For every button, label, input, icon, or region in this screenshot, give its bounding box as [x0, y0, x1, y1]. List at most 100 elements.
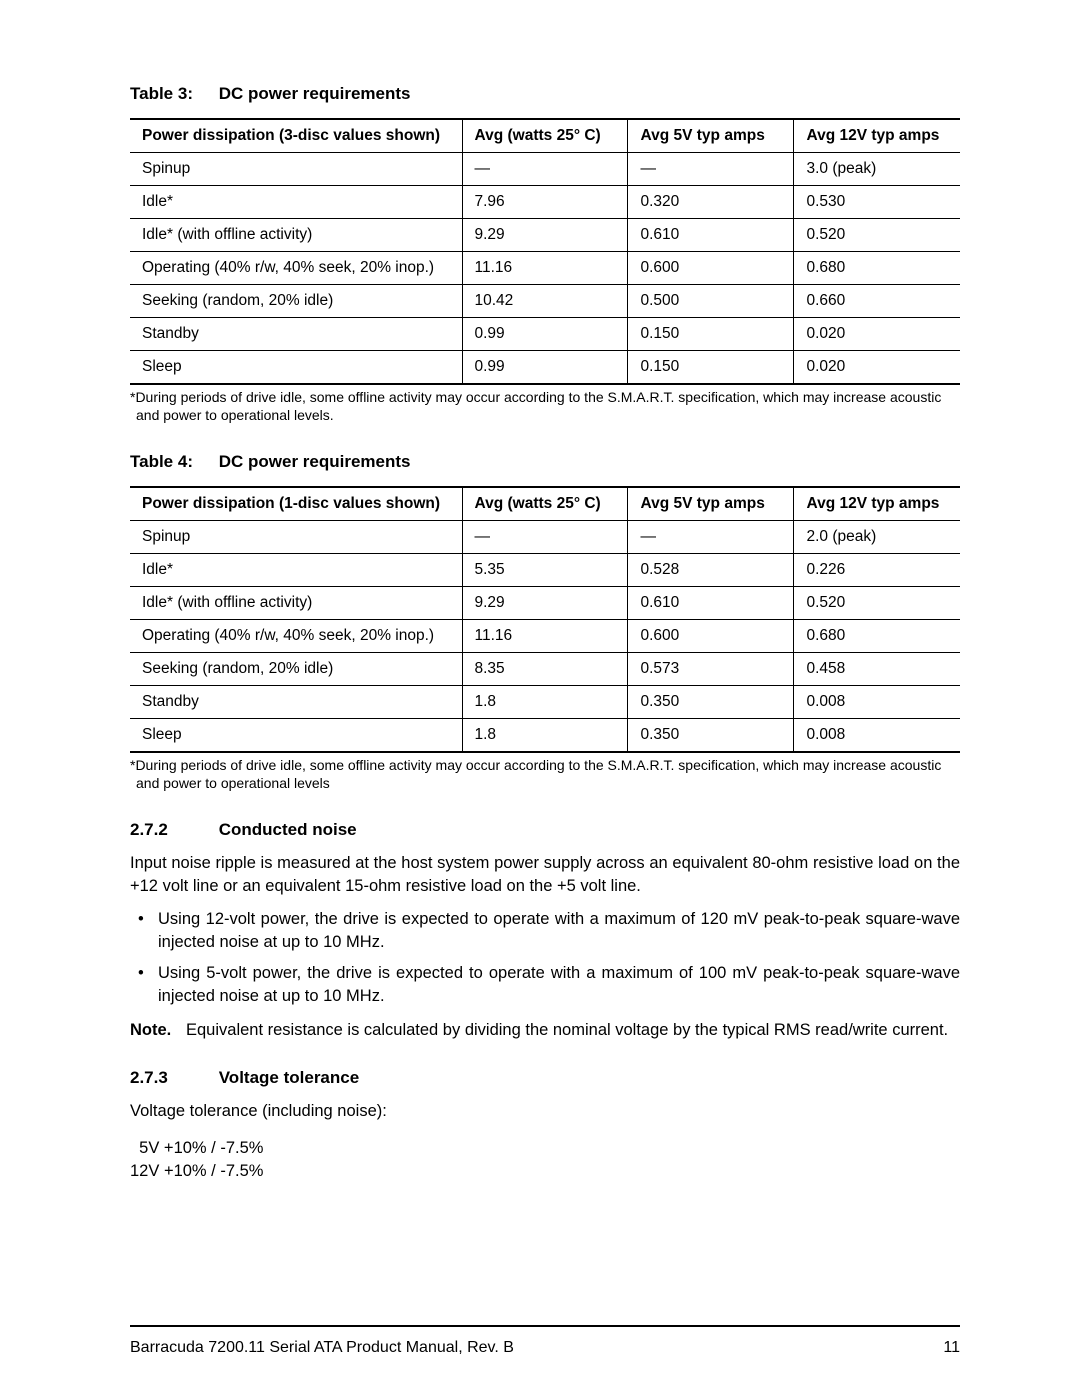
voltage-line-0: 5V +10% / -7.5% — [130, 1137, 960, 1160]
section-272-bullets: Using 12-volt power, the drive is expect… — [130, 908, 960, 1008]
note-label: Note. — [130, 1019, 186, 1042]
table4-cell: Idle* (with offline activity) — [130, 587, 462, 620]
table4-cell: 8.35 — [462, 653, 628, 686]
table4-cell: 0.350 — [628, 719, 794, 753]
table3-caption: DC power requirements — [219, 84, 411, 103]
table3-cell: 0.150 — [628, 318, 794, 351]
table3-cell: 0.660 — [794, 285, 960, 318]
table3-cell: 0.610 — [628, 219, 794, 252]
table3: Power dissipation (3-disc values shown) … — [130, 118, 960, 385]
section-272-title: Conducted noise — [219, 820, 357, 839]
table4-row: Operating (40% r/w, 40% seek, 20% inop.)… — [130, 620, 960, 653]
table3-cell: — — [628, 153, 794, 186]
table4-cell: 1.8 — [462, 719, 628, 753]
table3-row: Sleep0.990.1500.020 — [130, 351, 960, 385]
section-272-intro: Input noise ripple is measured at the ho… — [130, 852, 960, 898]
table3-cell: 9.29 — [462, 219, 628, 252]
section-272-number: 2.7.2 — [130, 820, 214, 840]
table4-cell: 0.610 — [628, 587, 794, 620]
table3-cell: Operating (40% r/w, 40% seek, 20% inop.) — [130, 252, 462, 285]
table3-row: Spinup——3.0 (peak) — [130, 153, 960, 186]
footer-rule — [130, 1325, 960, 1327]
table3-cell: 0.99 — [462, 351, 628, 385]
section-273-heading: 2.7.3 Voltage tolerance — [130, 1068, 960, 1088]
table3-col2: Avg 5V typ amps — [628, 119, 794, 153]
page-footer: Barracuda 7200.11 Serial ATA Product Man… — [130, 1339, 960, 1357]
table4-label: Table 4: — [130, 452, 214, 472]
table4-col2: Avg 5V typ amps — [628, 487, 794, 521]
table3-header-row: Power dissipation (3-disc values shown) … — [130, 119, 960, 153]
table4-cell: 5.35 — [462, 554, 628, 587]
table3-cell: 0.530 — [794, 186, 960, 219]
table3-cell: Seeking (random, 20% idle) — [130, 285, 462, 318]
note-text: Equivalent resistance is calculated by d… — [186, 1019, 960, 1042]
table3-cell: 0.020 — [794, 318, 960, 351]
table4-footnote: *During periods of drive idle, some offl… — [130, 757, 960, 792]
table4: Power dissipation (1-disc values shown) … — [130, 486, 960, 753]
table3-cell: 7.96 — [462, 186, 628, 219]
table3-cell: 0.99 — [462, 318, 628, 351]
table4-title: Table 4: DC power requirements — [130, 452, 960, 472]
table4-cell: 0.008 — [794, 686, 960, 719]
table4-header-row: Power dissipation (1-disc values shown) … — [130, 487, 960, 521]
table4-col1: Avg (watts 25° C) — [462, 487, 628, 521]
table4-row: Seeking (random, 20% idle)8.350.5730.458 — [130, 653, 960, 686]
section-273-number: 2.7.3 — [130, 1068, 214, 1088]
table3-row: Standby0.990.1500.020 — [130, 318, 960, 351]
table3-cell: — — [462, 153, 628, 186]
table4-cell: 9.29 — [462, 587, 628, 620]
table4-cell: — — [462, 521, 628, 554]
table3-cell: 0.600 — [628, 252, 794, 285]
table3-cell: 10.42 — [462, 285, 628, 318]
table4-cell: 0.350 — [628, 686, 794, 719]
table4-cell: Spinup — [130, 521, 462, 554]
table4-cell: 0.226 — [794, 554, 960, 587]
table3-cell: 0.500 — [628, 285, 794, 318]
section-272-bullet-1: Using 5-volt power, the drive is expecte… — [130, 962, 960, 1008]
table4-cell: Operating (40% r/w, 40% seek, 20% inop.) — [130, 620, 462, 653]
table3-row: Operating (40% r/w, 40% seek, 20% inop.)… — [130, 252, 960, 285]
table3-cell: 0.150 — [628, 351, 794, 385]
table4-cell: 0.680 — [794, 620, 960, 653]
table3-cell: 3.0 (peak) — [794, 153, 960, 186]
table4-cell: Idle* — [130, 554, 462, 587]
table3-cell: Standby — [130, 318, 462, 351]
voltage-line-1: 12V +10% / -7.5% — [130, 1160, 960, 1183]
table4-caption: DC power requirements — [219, 452, 411, 471]
section-273-title: Voltage tolerance — [219, 1068, 359, 1087]
section-272-note: Note. Equivalent resistance is calculate… — [130, 1019, 960, 1042]
section-273-intro: Voltage tolerance (including noise): — [130, 1100, 960, 1123]
table3-cell: Idle* — [130, 186, 462, 219]
footer-left: Barracuda 7200.11 Serial ATA Product Man… — [130, 1339, 514, 1357]
table3-cell: Sleep — [130, 351, 462, 385]
section-272-bullet-0: Using 12-volt power, the drive is expect… — [130, 908, 960, 954]
table4-cell: 2.0 (peak) — [794, 521, 960, 554]
table4-cell: Sleep — [130, 719, 462, 753]
table4-cell: 1.8 — [462, 686, 628, 719]
table3-title: Table 3: DC power requirements — [130, 84, 960, 104]
table4-cell: Standby — [130, 686, 462, 719]
table4-row: Idle* (with offline activity)9.290.6100.… — [130, 587, 960, 620]
table4-row: Sleep1.80.3500.008 — [130, 719, 960, 753]
table3-footnote: *During periods of drive idle, some offl… — [130, 389, 960, 424]
table3-cell: 0.520 — [794, 219, 960, 252]
table3-cell: Idle* (with offline activity) — [130, 219, 462, 252]
table3-label: Table 3: — [130, 84, 214, 104]
table3-row: Idle*7.960.3200.530 — [130, 186, 960, 219]
table4-row: Spinup——2.0 (peak) — [130, 521, 960, 554]
table4-cell: 0.600 — [628, 620, 794, 653]
table3-row: Idle* (with offline activity)9.290.6100.… — [130, 219, 960, 252]
table3-cell: 11.16 — [462, 252, 628, 285]
table4-cell: 0.528 — [628, 554, 794, 587]
table4-col0: Power dissipation (1-disc values shown) — [130, 487, 462, 521]
table3-cell: 0.320 — [628, 186, 794, 219]
table3-row: Seeking (random, 20% idle)10.420.5000.66… — [130, 285, 960, 318]
table4-cell: — — [628, 521, 794, 554]
table4-cell: 0.008 — [794, 719, 960, 753]
table4-cell: 0.458 — [794, 653, 960, 686]
table3-cell: 0.020 — [794, 351, 960, 385]
voltage-lines: 5V +10% / -7.5% 12V +10% / -7.5% — [130, 1137, 960, 1183]
section-272-heading: 2.7.2 Conducted noise — [130, 820, 960, 840]
table4-cell: 11.16 — [462, 620, 628, 653]
table3-col1: Avg (watts 25° C) — [462, 119, 628, 153]
